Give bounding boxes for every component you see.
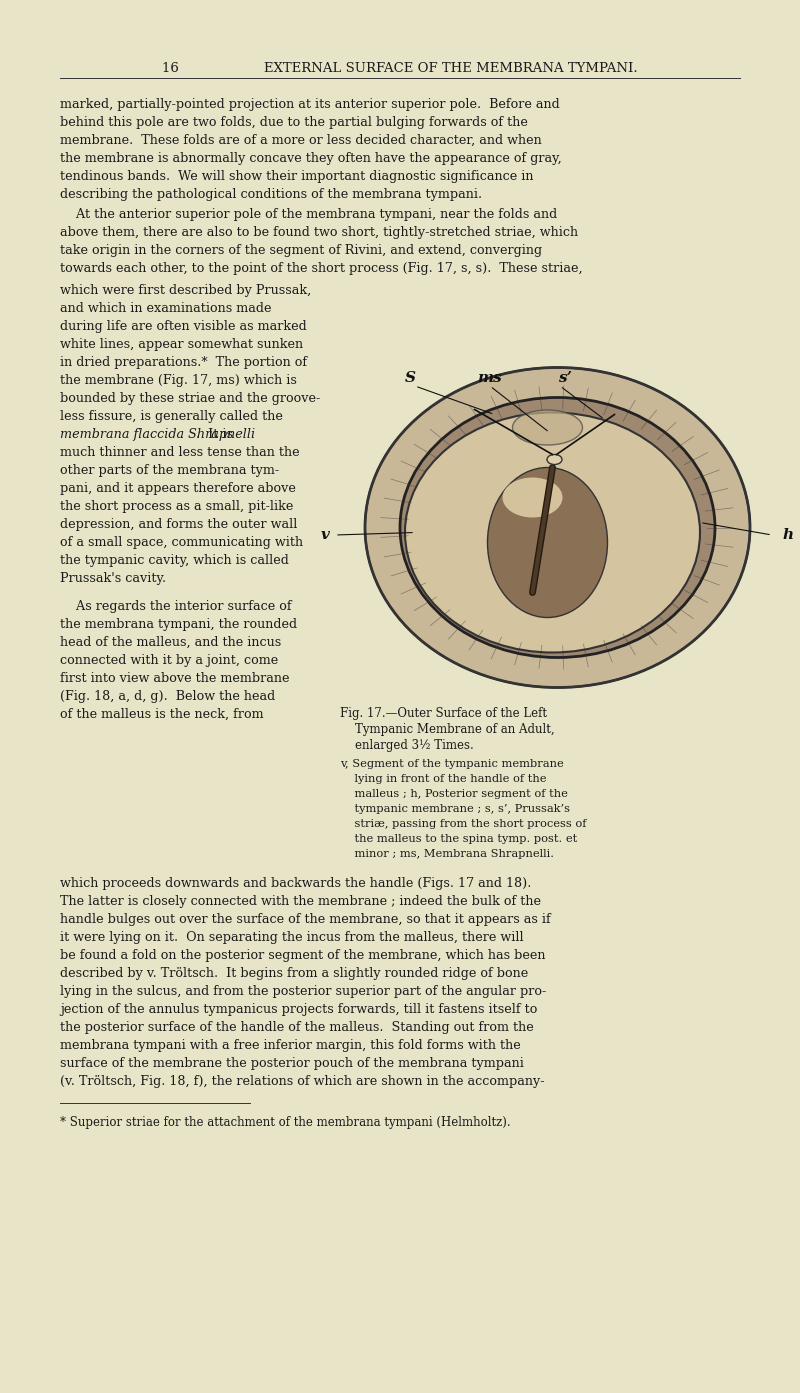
Text: of the malleus is the neck, from: of the malleus is the neck, from <box>60 708 264 722</box>
Text: tendinous bands.  We will show their important diagnostic significance in: tendinous bands. We will show their impo… <box>60 170 534 182</box>
Text: ms: ms <box>478 371 502 384</box>
Text: above them, there are also to be found two short, tightly-stretched striae, whic: above them, there are also to be found t… <box>60 226 578 240</box>
Text: lying in front of the handle of the: lying in front of the handle of the <box>340 775 546 784</box>
Text: minor ; ms, Membrana Shrapnelli.: minor ; ms, Membrana Shrapnelli. <box>340 848 554 859</box>
Text: first into view above the membrane: first into view above the membrane <box>60 671 290 685</box>
Text: the short process as a small, pit-like: the short process as a small, pit-like <box>60 500 294 513</box>
Ellipse shape <box>487 468 607 617</box>
Ellipse shape <box>400 397 715 657</box>
Text: 16                    EXTERNAL SURFACE OF THE MEMBRANA TYMPANI.: 16 EXTERNAL SURFACE OF THE MEMBRANA TYMP… <box>162 61 638 74</box>
Text: describing the pathological conditions of the membrana tympani.: describing the pathological conditions o… <box>60 188 482 201</box>
Text: membrana tympani with a free inferior margin, this fold forms with the: membrana tympani with a free inferior ma… <box>60 1039 521 1052</box>
Text: head of the malleus, and the incus: head of the malleus, and the incus <box>60 637 282 649</box>
Text: The latter is closely connected with the membrane ; indeed the bulk of the: The latter is closely connected with the… <box>60 894 541 908</box>
Text: which were first described by Prussak,: which were first described by Prussak, <box>60 284 311 297</box>
Text: striæ, passing from the short process of: striæ, passing from the short process of <box>340 819 586 829</box>
Ellipse shape <box>405 412 700 652</box>
Text: the malleus to the spina tymp. post. et: the malleus to the spina tymp. post. et <box>340 834 578 844</box>
Ellipse shape <box>547 454 562 464</box>
Text: depression, and forms the outer wall: depression, and forms the outer wall <box>60 518 298 531</box>
Text: which proceeds downwards and backwards the handle (Figs. 17 and 18).: which proceeds downwards and backwards t… <box>60 878 531 890</box>
Ellipse shape <box>502 478 562 518</box>
Text: during life are often visible as marked: during life are often visible as marked <box>60 320 306 333</box>
Text: other parts of the membrana tym-: other parts of the membrana tym- <box>60 464 279 476</box>
Text: malleus ; h, Posterior segment of the: malleus ; h, Posterior segment of the <box>340 788 568 800</box>
Text: lying in the sulcus, and from the posterior superior part of the angular pro-: lying in the sulcus, and from the poster… <box>60 985 546 997</box>
Text: * Superior striae for the attachment of the membrana tympani (Helmholtz).: * Superior striae for the attachment of … <box>60 1116 510 1128</box>
Ellipse shape <box>365 368 750 688</box>
Text: it were lying on it.  On separating the incus from the malleus, there will: it were lying on it. On separating the i… <box>60 931 524 944</box>
Text: be found a fold on the posterior segment of the membrane, which has been: be found a fold on the posterior segment… <box>60 949 546 963</box>
Text: towards each other, to the point of the short process (Fig. 17, s, s).  These st: towards each other, to the point of the … <box>60 262 582 274</box>
Text: h: h <box>782 528 793 542</box>
Text: marked, partially-pointed projection at its anterior superior pole.  Before and: marked, partially-pointed projection at … <box>60 98 560 111</box>
Text: tympanic membrane ; s, s’, Prussak’s: tympanic membrane ; s, s’, Prussak’s <box>340 804 570 814</box>
Text: bounded by these striae and the groove-: bounded by these striae and the groove- <box>60 391 320 405</box>
Text: (Fig. 18, a, d, g).  Below the head: (Fig. 18, a, d, g). Below the head <box>60 690 275 703</box>
Text: v, Segment of the tympanic membrane: v, Segment of the tympanic membrane <box>340 759 564 769</box>
Text: of a small space, communicating with: of a small space, communicating with <box>60 536 303 549</box>
Text: enlarged 3½ Times.: enlarged 3½ Times. <box>340 740 474 752</box>
Ellipse shape <box>513 410 582 444</box>
Text: surface of the membrane the posterior pouch of the membrana tympani: surface of the membrane the posterior po… <box>60 1057 524 1070</box>
Text: v: v <box>321 528 330 542</box>
Text: At the anterior superior pole of the membrana tympani, near the folds and: At the anterior superior pole of the mem… <box>60 208 558 221</box>
Text: behind this pole are two folds, due to the partial bulging forwards of the: behind this pole are two folds, due to t… <box>60 116 528 130</box>
Text: white lines, appear somewhat sunken: white lines, appear somewhat sunken <box>60 338 303 351</box>
Text: connected with it by a joint, come: connected with it by a joint, come <box>60 653 278 667</box>
Text: pani, and it appears therefore above: pani, and it appears therefore above <box>60 482 296 495</box>
Text: s’: s’ <box>558 371 572 384</box>
Text: take origin in the corners of the segment of Rivini, and extend, converging: take origin in the corners of the segmen… <box>60 244 542 256</box>
Text: the membrana tympani, the rounded: the membrana tympani, the rounded <box>60 618 297 631</box>
Text: in dried preparations.*  The portion of: in dried preparations.* The portion of <box>60 357 307 369</box>
Text: membrane.  These folds are of a more or less decided character, and when: membrane. These folds are of a more or l… <box>60 134 542 148</box>
Text: Prussak's cavity.: Prussak's cavity. <box>60 573 166 585</box>
Text: S: S <box>405 371 415 384</box>
Text: much thinner and less tense than the: much thinner and less tense than the <box>60 446 300 460</box>
Text: handle bulges out over the surface of the membrane, so that it appears as if: handle bulges out over the surface of th… <box>60 912 550 926</box>
Text: the posterior surface of the handle of the malleus.  Standing out from the: the posterior surface of the handle of t… <box>60 1021 534 1034</box>
Text: Fig. 17.—Outer Surface of the Left: Fig. 17.—Outer Surface of the Left <box>340 708 547 720</box>
Text: membrana flaccida Shrapnelli: membrana flaccida Shrapnelli <box>60 428 255 442</box>
Text: the tympanic cavity, which is called: the tympanic cavity, which is called <box>60 554 289 567</box>
Text: described by v. Tröltsch.  It begins from a slightly rounded ridge of bone: described by v. Tröltsch. It begins from… <box>60 967 528 981</box>
Text: and which in examinations made: and which in examinations made <box>60 302 271 315</box>
Text: As regards the interior surface of: As regards the interior surface of <box>60 600 292 613</box>
Text: less fissure, is generally called the: less fissure, is generally called the <box>60 410 283 423</box>
Text: Tympanic Membrane of an Adult,: Tympanic Membrane of an Adult, <box>340 723 554 736</box>
Text: (v. Tröltsch, Fig. 18, f), the relations of which are shown in the accompany-: (v. Tröltsch, Fig. 18, f), the relations… <box>60 1075 545 1088</box>
Text: the membrane is abnormally concave they often have the appearance of gray,: the membrane is abnormally concave they … <box>60 152 562 164</box>
Text: the membrane (Fig. 17, ms) which is: the membrane (Fig. 17, ms) which is <box>60 373 297 387</box>
Text: jection of the annulus tympanicus projects forwards, till it fastens itself to: jection of the annulus tympanicus projec… <box>60 1003 538 1015</box>
Text: .  It is: . It is <box>197 428 234 442</box>
